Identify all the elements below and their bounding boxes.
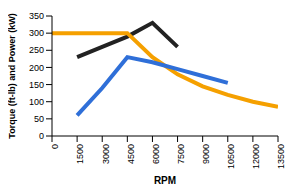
svg-text:250: 250 bbox=[29, 45, 44, 55]
svg-text:50: 50 bbox=[34, 114, 44, 124]
svg-text:1500: 1500 bbox=[76, 144, 86, 164]
svg-text:150: 150 bbox=[29, 80, 44, 90]
svg-text:0: 0 bbox=[50, 144, 60, 149]
svg-text:350: 350 bbox=[29, 11, 44, 21]
svg-text:300: 300 bbox=[29, 28, 44, 38]
svg-text:10500: 10500 bbox=[226, 144, 236, 169]
svg-text:9000: 9000 bbox=[201, 144, 211, 164]
svg-text:4500: 4500 bbox=[126, 144, 136, 164]
svg-text:6000: 6000 bbox=[151, 144, 161, 164]
svg-text:0: 0 bbox=[39, 131, 44, 141]
svg-text:200: 200 bbox=[29, 63, 44, 73]
svg-text:100: 100 bbox=[29, 97, 44, 107]
svg-text:7500: 7500 bbox=[176, 144, 186, 164]
svg-text:13500: 13500 bbox=[276, 144, 286, 169]
svg-text:3000: 3000 bbox=[101, 144, 111, 164]
svg-text:Torque (ft-lb) and Power (kW): Torque (ft-lb) and Power (kW) bbox=[8, 13, 17, 138]
svg-text:RPM: RPM bbox=[154, 175, 176, 184]
svg-text:12000: 12000 bbox=[251, 144, 261, 169]
